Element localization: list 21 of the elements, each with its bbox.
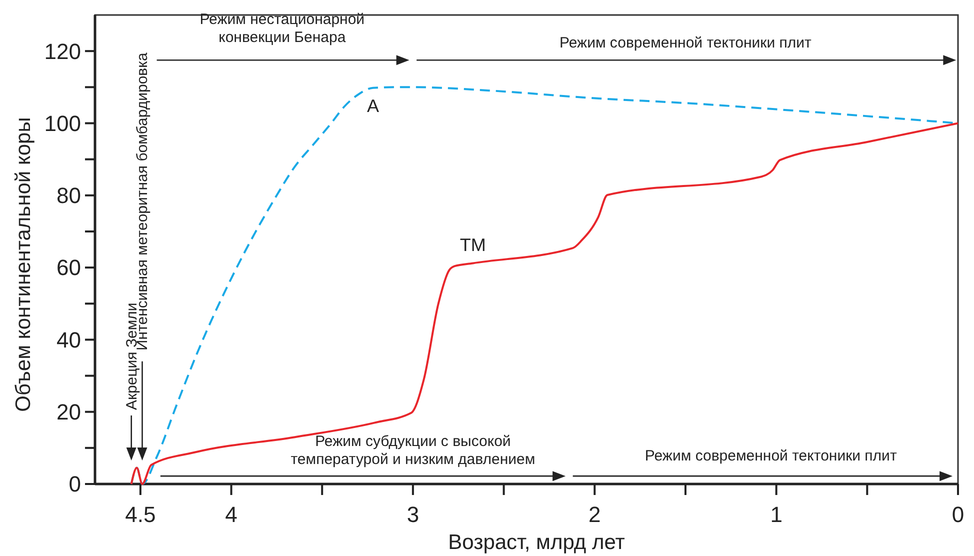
annotation: Режим субдукции с высокой температурой и низким давлением xyxy=(290,433,536,468)
y-tick-label: 120 xyxy=(44,38,81,64)
y-tick-label: 100 xyxy=(44,110,81,136)
annotation: Режим современной тектоники плит xyxy=(644,448,897,465)
y-tick-label: 60 xyxy=(56,255,81,280)
x-tick-label: 1 xyxy=(770,502,782,527)
annotation: Режим нестационарной конвекции Бенара xyxy=(200,11,365,46)
x-tick-label: 3 xyxy=(406,502,420,527)
y-axis-title: Объем континентальной коры xyxy=(12,117,35,412)
x-tick-label: 4.5 xyxy=(125,502,156,527)
y-tick-label: 40 xyxy=(56,327,81,352)
y-tick-label: 20 xyxy=(56,400,81,425)
x-axis-title: Возраст, млрд лет xyxy=(448,531,626,554)
series-label: A xyxy=(366,96,379,116)
x-tick-label: 2 xyxy=(588,502,601,527)
series-label: TM xyxy=(460,235,486,256)
annotation: Режим современной тектоники плит xyxy=(560,34,812,52)
x-tick-label: 4 xyxy=(225,502,238,527)
y-tick-label: 80 xyxy=(56,183,81,208)
x-tick-label: 0 xyxy=(952,502,964,527)
y-tick-label: 0 xyxy=(68,472,81,497)
